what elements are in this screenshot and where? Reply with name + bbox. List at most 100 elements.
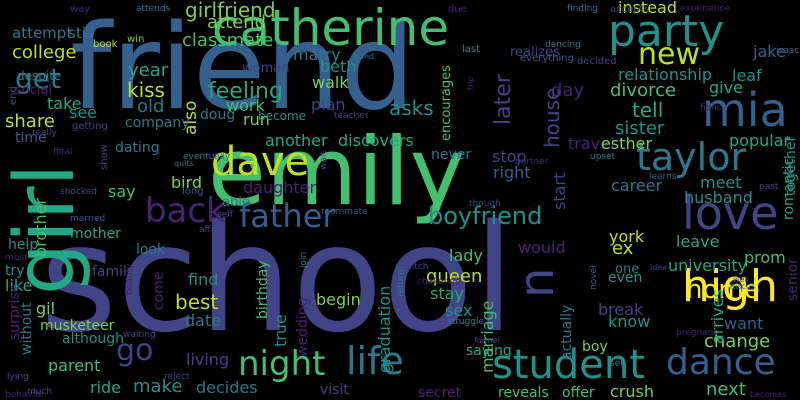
cloud-word-would: would xyxy=(518,238,566,257)
cloud-word-becomes: becomes xyxy=(750,390,787,399)
cloud-word-life: life xyxy=(346,339,404,383)
cloud-word-change: change xyxy=(704,331,771,352)
cloud-word-offer: offer xyxy=(562,385,595,400)
cloud-word-asks: asks xyxy=(389,96,434,120)
cloud-word-really: really xyxy=(32,128,57,138)
cloud-word-self: self xyxy=(217,210,233,220)
cloud-word-attempt: attempt xyxy=(12,24,73,42)
cloud-word-share: share xyxy=(5,111,55,132)
cloud-word-later: later xyxy=(491,74,516,125)
cloud-word-decided: decided xyxy=(577,56,617,67)
cloud-word-work: work xyxy=(226,96,265,115)
cloud-word-father: father xyxy=(239,197,336,235)
cloud-word-visit: visit xyxy=(320,382,349,398)
cloud-word-queen: queen xyxy=(426,266,483,287)
cloud-word-parent: parent xyxy=(48,356,101,375)
cloud-word-year: year xyxy=(128,60,169,81)
cloud-word-final: final xyxy=(53,147,73,157)
cloud-word-learns: learns xyxy=(649,172,677,182)
cloud-word-birthday: birthday xyxy=(255,260,271,319)
cloud-word-struggle: struggle xyxy=(447,317,485,327)
cloud-word-fianc: fianc xyxy=(700,103,722,113)
cloud-word-back: back xyxy=(145,191,226,231)
cloud-word-pregnant: pregnant xyxy=(676,328,717,338)
cloud-word-join: join xyxy=(299,251,309,268)
cloud-word-much: much xyxy=(27,387,53,397)
cloud-word-next: next xyxy=(706,379,746,400)
cloud-word-house: house xyxy=(540,87,564,148)
cloud-word-long: long xyxy=(182,186,204,197)
cloud-word-reject: reject xyxy=(164,372,190,382)
cloud-word-old: old xyxy=(137,96,165,117)
cloud-word-sex: sex xyxy=(445,301,473,320)
cloud-word-dave: dave xyxy=(211,139,310,185)
cloud-word-getting: getting xyxy=(72,121,108,132)
cloud-word-ride: ride xyxy=(90,378,122,397)
cloud-word-daughter: daughter xyxy=(243,178,317,197)
cloud-word-bird: bird xyxy=(171,173,203,192)
cloud-word-true: true xyxy=(271,314,290,347)
cloud-word-stop: stop xyxy=(492,147,527,166)
cloud-word-gil: gil xyxy=(36,299,56,318)
cloud-word-one: one xyxy=(615,262,640,277)
cloud-word-new: new xyxy=(638,37,701,72)
cloud-word-last: last xyxy=(462,44,481,55)
cloud-word-popular: popular xyxy=(729,131,791,150)
cloud-word-leave: leave xyxy=(676,232,720,251)
cloud-word-past: past xyxy=(759,182,779,192)
cloud-word-dancing: dancing xyxy=(545,40,581,50)
cloud-word-accepts: accepts xyxy=(610,4,649,15)
cloud-word-student: student xyxy=(492,342,645,388)
cloud-word-leaf: leaf xyxy=(732,66,762,85)
cloud-word-return: return xyxy=(396,269,406,297)
cloud-word-sister: sister xyxy=(615,118,665,139)
cloud-word-get: get xyxy=(15,62,61,95)
cloud-word-plan: plan xyxy=(311,95,346,114)
cloud-word-trip: trip xyxy=(466,76,475,90)
cloud-word-though: though xyxy=(469,199,501,209)
cloud-word-show: show xyxy=(99,144,110,170)
cloud-word-lady: lady xyxy=(449,246,483,265)
cloud-word-end: end xyxy=(8,86,19,105)
cloud-word-career: career xyxy=(611,176,663,195)
cloud-word-teacher: teacher xyxy=(334,111,369,121)
cloud-word-help: help xyxy=(8,237,39,253)
cloud-word-home: home xyxy=(686,275,760,305)
cloud-word-everything: everything xyxy=(520,53,574,64)
cloud-word-behavior: behavior xyxy=(5,390,45,400)
cloud-word-encourages: encourages xyxy=(439,65,454,141)
cloud-word-walk: walk xyxy=(312,73,349,92)
cloud-word-graduation: graduation xyxy=(375,285,394,373)
cloud-word-due: due xyxy=(448,4,467,15)
cloud-word-kiss: kiss xyxy=(127,78,165,102)
cloud-word-even: even xyxy=(608,270,643,286)
cloud-word-n: n xyxy=(509,267,565,298)
cloud-word-partner: partner xyxy=(515,157,549,167)
cloud-word-although: although xyxy=(62,331,125,347)
cloud-word-friend: friend xyxy=(70,0,416,136)
cloud-word-decides: decides xyxy=(196,378,258,397)
cloud-word-roommate: roommate xyxy=(321,207,368,217)
cloud-word-together: together xyxy=(783,135,799,196)
cloud-word-marry: marry xyxy=(293,45,341,64)
cloud-word-york: york xyxy=(609,227,645,246)
cloud-word-boyfriend: boyfriend xyxy=(428,202,543,230)
cloud-word-party: party xyxy=(608,6,725,57)
cloud-word-run: run xyxy=(243,110,270,129)
cloud-word-social: social xyxy=(15,83,53,98)
cloud-word-break: break xyxy=(598,300,644,319)
cloud-word-high: high xyxy=(682,261,778,312)
cloud-word-esther: esther xyxy=(601,134,653,153)
cloud-word-go: go xyxy=(116,333,154,368)
cloud-word-ex: ex xyxy=(612,238,634,259)
cloud-word-discus: discus xyxy=(730,282,756,291)
cloud-word-company: company xyxy=(125,115,190,131)
cloud-word-bond: bond xyxy=(354,52,375,61)
cloud-word-upset: upset xyxy=(590,152,616,162)
cloud-word-living: living xyxy=(186,350,230,369)
cloud-word-able: able xyxy=(222,195,250,210)
cloud-word-look: look xyxy=(136,242,166,258)
cloud-word-prom: prom xyxy=(744,248,786,267)
cloud-word-must: must xyxy=(5,253,28,263)
cloud-word-girlfriend: girlfriend xyxy=(185,0,276,22)
